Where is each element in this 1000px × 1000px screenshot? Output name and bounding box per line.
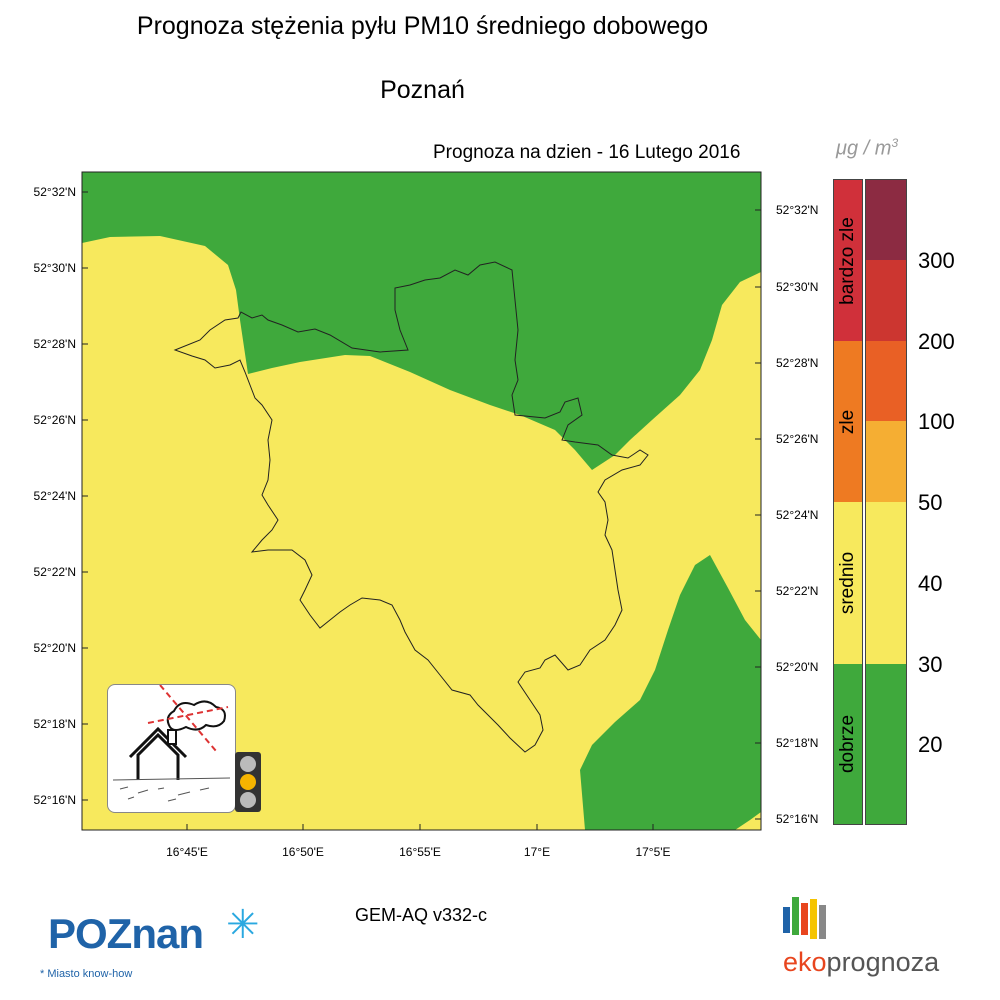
lat-label-left: 52°20'N	[33, 641, 76, 655]
unit-label: μg / m3	[836, 136, 899, 160]
ekoprognoza-logo-text: ekoprognoza	[783, 947, 940, 977]
smog-illustration	[107, 684, 236, 813]
lat-label-right: 52°18'N	[776, 736, 819, 750]
legend-seg	[866, 260, 906, 341]
ekoprognoza-bars-icon	[783, 897, 826, 939]
legend-level: 100	[918, 409, 955, 434]
traffic-light-yellow-on	[240, 774, 256, 790]
legend-level: 300	[918, 248, 955, 273]
poznan-logo: POZnan ✳	[48, 903, 260, 958]
legend-cat-srednio: srednio	[834, 502, 862, 664]
lat-label-right: 52°26'N	[776, 432, 819, 446]
lat-ticks-right	[755, 209, 761, 820]
legend-seg	[866, 502, 906, 583]
lat-label-left: 52°32'N	[33, 185, 76, 199]
lat-label-left: 52°26'N	[33, 413, 76, 427]
lon-label: 16°45'E	[166, 845, 208, 859]
lon-label: 17°5'E	[635, 845, 671, 859]
legend-seg	[866, 664, 906, 744]
poznan-tagline: * Miasto know-how	[40, 968, 133, 980]
lat-label-right: 52°22'N	[776, 584, 819, 598]
map-area-dobrze-southeast	[580, 555, 761, 830]
legend-level: 200	[918, 329, 955, 354]
lat-label-left: 52°18'N	[33, 717, 76, 731]
model-version: GEM-AQ v332-c	[355, 905, 488, 925]
traffic-light-red-off	[240, 756, 256, 772]
lat-label-right: 52°30'N	[776, 280, 819, 294]
legend-level: 50	[918, 490, 943, 515]
legend-level: 40	[918, 571, 943, 596]
star-icon: ✳	[226, 903, 260, 947]
lat-label-right: 52°28'N	[776, 356, 819, 370]
legend-seg	[866, 180, 906, 260]
city-name: Poznań	[380, 76, 465, 104]
legend-cat-bardzo-zle: bardzo zle	[834, 180, 862, 341]
lat-ticks-left	[82, 191, 88, 801]
lat-label-left: 52°22'N	[33, 565, 76, 579]
legend-value-scale	[865, 179, 907, 825]
legend-seg	[866, 744, 906, 824]
lon-ticks	[186, 824, 654, 830]
page-title: Prognoza stężenia pyłu PM10 średniego do…	[136, 12, 709, 40]
lat-label-right: 52°16'N	[776, 812, 819, 826]
poznan-logo-text: POZnan	[48, 910, 204, 957]
traffic-light-icon	[235, 752, 261, 812]
legend-level: 20	[918, 732, 943, 757]
legend-level: 30	[918, 652, 943, 677]
lat-label-left: 52°24'N	[33, 489, 76, 503]
legend-categories: bardzo zle zle srednio dobrze	[833, 179, 863, 825]
legend-seg	[866, 341, 906, 421]
smog-house-icon	[112, 684, 231, 802]
forecast-date: Prognoza na dzien - 16 Lutego 2016	[433, 142, 741, 163]
lat-label-left: 52°30'N	[33, 261, 76, 275]
city-border	[173, 261, 649, 753]
map-area-dobrze-north	[82, 172, 761, 470]
lat-label-right: 52°32'N	[776, 203, 819, 217]
legend-cat-dobrze: dobrze	[834, 664, 862, 824]
lon-label: 17°E	[523, 845, 551, 859]
legend-cat-zle: zle	[834, 341, 862, 502]
lat-label-right: 52°24'N	[776, 508, 819, 522]
legend-seg	[866, 583, 906, 664]
traffic-light-green-off	[240, 792, 256, 808]
lat-label-left: 52°16'N	[33, 793, 76, 807]
legend-seg	[866, 421, 906, 502]
lat-label-right: 52°20'N	[776, 660, 819, 674]
lon-label: 16°50'E	[282, 845, 324, 859]
lon-label: 16°55'E	[399, 845, 441, 859]
map-frame	[81, 171, 762, 831]
lat-label-left: 52°28'N	[33, 337, 76, 351]
